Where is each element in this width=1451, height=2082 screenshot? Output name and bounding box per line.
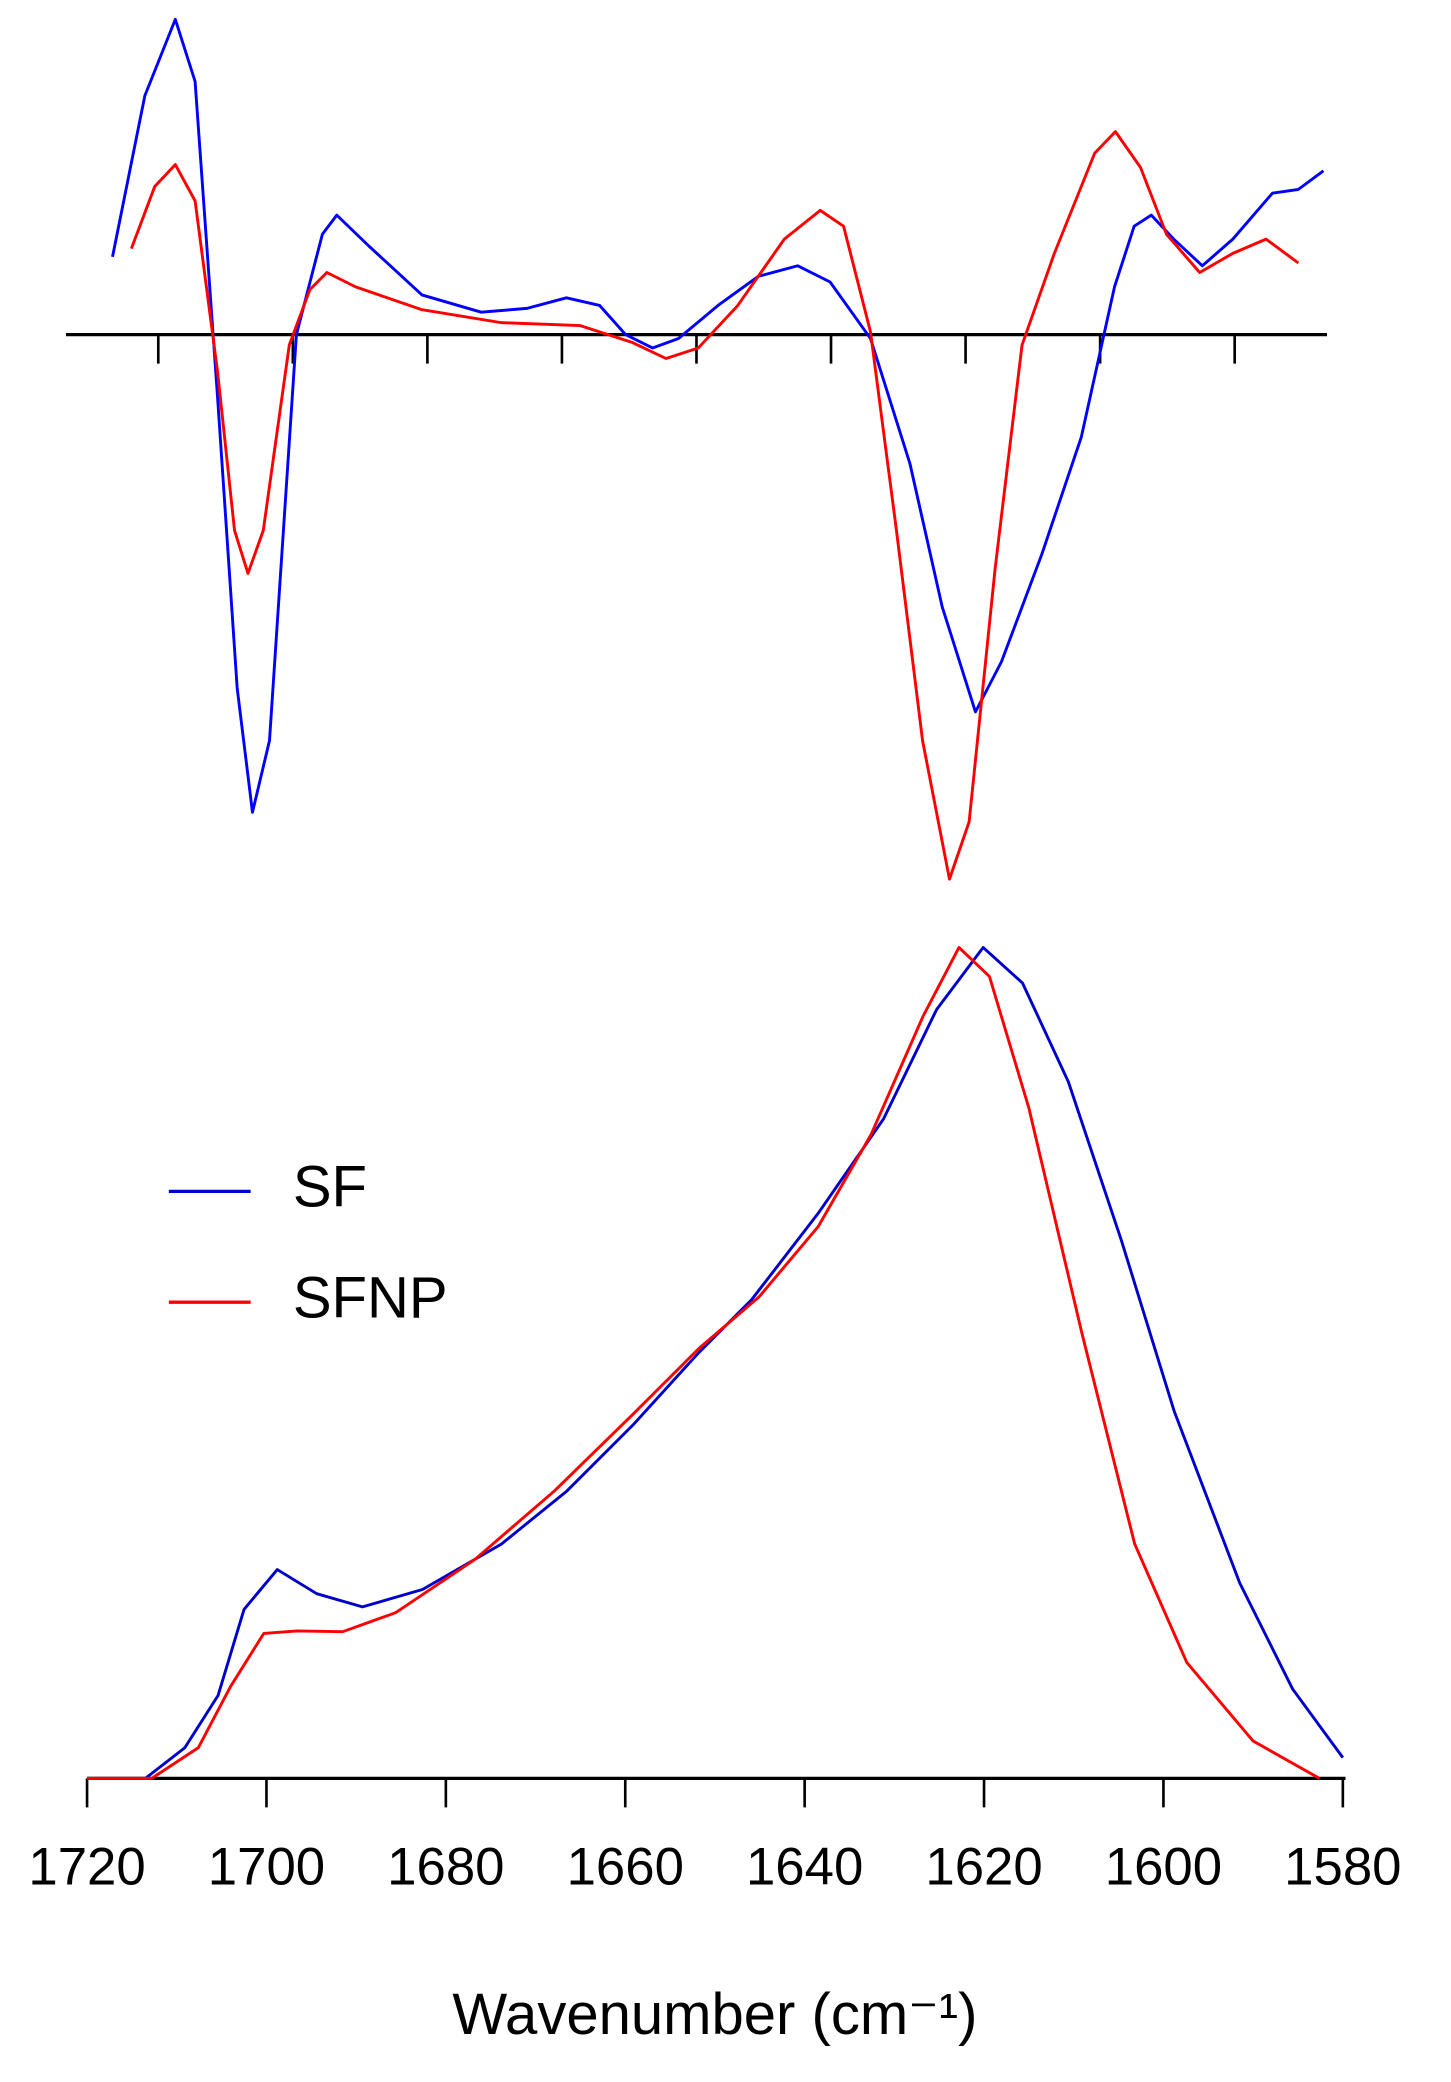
line-series [111, 17, 1325, 814]
legend-label: SFNP [293, 1266, 448, 1331]
line-series [87, 946, 1321, 1780]
x-tick-label: 1600 [1105, 1838, 1222, 1897]
x-tick-label: 1660 [567, 1838, 684, 1897]
legend-label: SF [293, 1155, 367, 1220]
x-tick-label: 1700 [208, 1838, 325, 1897]
line-series [87, 946, 1345, 1780]
x-tick-label: 1720 [28, 1838, 145, 1897]
x-tick-label: 1680 [387, 1838, 504, 1897]
x-tick-label: 1640 [746, 1838, 863, 1897]
x-axis-label: Wavenumber (cm⁻¹) [452, 1982, 977, 2047]
x-tick-label: 1580 [1284, 1838, 1401, 1897]
line-series [130, 130, 1300, 881]
x-tick-label: 1620 [925, 1838, 1042, 1897]
